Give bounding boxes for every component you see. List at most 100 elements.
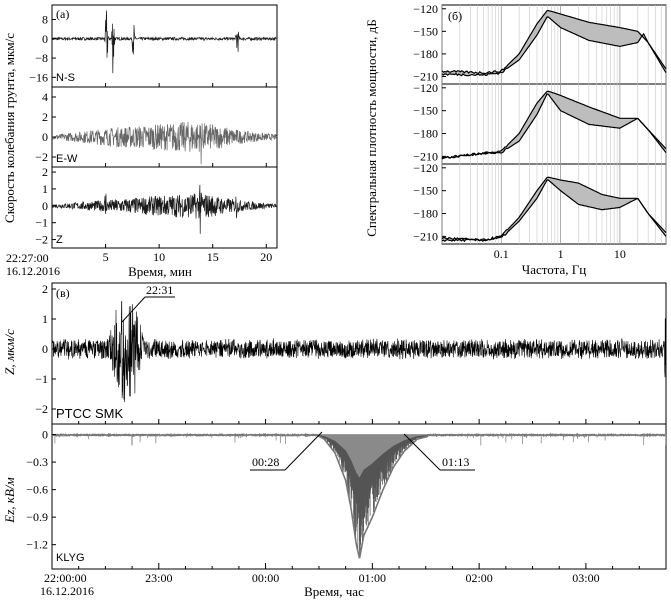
- xtick-label: 00:00: [252, 571, 279, 585]
- ytick-label: 8: [42, 12, 48, 26]
- spectrum-lower: [441, 93, 667, 160]
- ez-frame: [51, 423, 667, 570]
- ytick-label: −1: [35, 372, 48, 386]
- ytick-label: 2: [42, 110, 48, 124]
- spectrum-fill: [442, 91, 666, 159]
- bottom-start-date: 16.12.2016: [40, 584, 94, 598]
- ytick-label: 0: [42, 199, 48, 213]
- panel-a-traces: [51, 10, 278, 234]
- panel-a-xlabel: Время, мин: [128, 264, 192, 279]
- ytick-label: −210: [413, 69, 438, 83]
- ytick-label: −0.3: [26, 455, 48, 469]
- ytick-label: 1: [42, 182, 48, 196]
- trace-z: [51, 184, 278, 234]
- spectrum-fill: [442, 10, 666, 76]
- spectrum-lower: [441, 179, 667, 243]
- ytick-label: 0: [42, 342, 48, 356]
- spectrum-3-frame: [441, 163, 667, 245]
- spectrum-upper: [441, 9, 667, 75]
- ytick-label: 1: [42, 312, 48, 326]
- xtick-label: 15: [207, 250, 219, 264]
- seismic-ylabel: Z, мкм/с: [2, 329, 17, 375]
- seismic-station: PTCC SMK: [56, 406, 124, 421]
- subplot-ew-name: E-W: [56, 153, 78, 165]
- ytick-label: −0.9: [26, 510, 48, 524]
- bottom-xlabel: Время, час: [304, 584, 364, 599]
- ytick-label: −8: [35, 51, 48, 65]
- panel-b-ylabel: Спектральная плотность мощности, дБ: [364, 19, 379, 237]
- subplot-z-frame: [51, 166, 278, 249]
- ytick-label: −210: [413, 149, 438, 163]
- ytick-label: −150: [413, 24, 438, 38]
- panel-a-label: (а): [56, 7, 69, 21]
- panel-v-label: (в): [56, 286, 70, 300]
- ytick-label: −120: [413, 161, 438, 175]
- seismic-trace: [51, 300, 667, 403]
- xtick-label: 10: [614, 247, 626, 261]
- ytick-label: 2: [42, 282, 48, 296]
- ytick-label: −180: [413, 207, 438, 221]
- subplot-ns-name: N-S: [56, 72, 75, 84]
- annotation-0113-leader: [403, 433, 441, 471]
- panel-a-start-time: 22:27:00: [6, 251, 49, 265]
- ytick-label: −1: [35, 216, 48, 230]
- spectrum-upper: [441, 176, 667, 242]
- ez-event-fill: [315, 433, 429, 556]
- ytick-label: −2: [35, 402, 48, 416]
- ytick-label: −16: [29, 70, 48, 84]
- spectrum-fill: [442, 177, 666, 242]
- ytick-label: −120: [413, 2, 438, 16]
- xtick-label: 20: [260, 250, 272, 264]
- panel-a-start-date: 16.12.2016: [6, 264, 60, 278]
- ytick-label: 0: [42, 32, 48, 46]
- panel-v: 2 1 0 −1 −2 (в) Z, мкм/с PTCC SMK 22:31: [2, 282, 667, 425]
- ytick-label: 0: [42, 130, 48, 144]
- seismic-line: [51, 300, 667, 403]
- panel-b-spectra: [441, 9, 667, 243]
- annotation-0113: 01:13: [442, 455, 469, 469]
- ytick-label: −2: [35, 233, 48, 247]
- panel-b: −120−150−180−210−120−150−180−210−120−150…: [364, 2, 667, 277]
- ez-trace: [51, 432, 667, 559]
- bottom-start-time: 22:00:00: [44, 571, 87, 585]
- ez-ticks: 0 −0.3 −0.6 −0.9 −1.2: [26, 428, 56, 552]
- annotation-2231: 22:31: [146, 283, 173, 297]
- ytick-label: −150: [413, 184, 438, 198]
- ytick-label: 2: [42, 165, 48, 179]
- panel-b-xlabel: Частота, Гц: [522, 262, 586, 277]
- ytick-label: −1.2: [26, 538, 48, 552]
- trace-e-w: [51, 121, 278, 165]
- ez-line: [51, 432, 667, 559]
- annotation-0028: 00:28: [252, 455, 279, 469]
- xtick-label: 01:00: [359, 571, 386, 585]
- ez-station: KLYG: [56, 552, 85, 564]
- ytick-label: −150: [413, 104, 438, 118]
- ytick-label: 0: [42, 428, 48, 442]
- ytick-label: −180: [413, 47, 438, 61]
- panel-a-ylabel: Скорость колебания грунта, мкм/с: [2, 33, 17, 223]
- annotation-2231-leader: [121, 296, 146, 323]
- xtick-label: 10: [153, 250, 165, 264]
- xtick-label: 03:00: [572, 571, 599, 585]
- panel-b-ticks: −120−150−180−210−120−150−180−210−120−150…: [413, 2, 626, 261]
- bottom-axis-ticks: 23:00 00:00 01:00 02:00 03:00: [51, 419, 667, 585]
- ytick-label: −180: [413, 127, 438, 141]
- xtick-label: 23:00: [145, 571, 172, 585]
- ytick-label: −210: [413, 229, 438, 243]
- annotation-0028-leader: [284, 431, 323, 471]
- subplot-z-name: Z: [56, 234, 63, 246]
- xtick-label: 1: [558, 247, 564, 261]
- ez-ylabel: Ez, кВ/м: [2, 477, 17, 523]
- ytick-label: 4: [42, 90, 48, 104]
- xtick-label: 5: [103, 250, 109, 264]
- subplot-ns-frame: [51, 4, 278, 88]
- seismic-ticks: 2 1 0 −1 −2: [35, 282, 56, 416]
- ytick-label: −120: [413, 81, 438, 95]
- panel-b-label: (б): [448, 9, 462, 23]
- xtick-label: 02:00: [465, 571, 492, 585]
- ytick-label: −2: [35, 150, 48, 164]
- trace-n-s: [51, 10, 278, 74]
